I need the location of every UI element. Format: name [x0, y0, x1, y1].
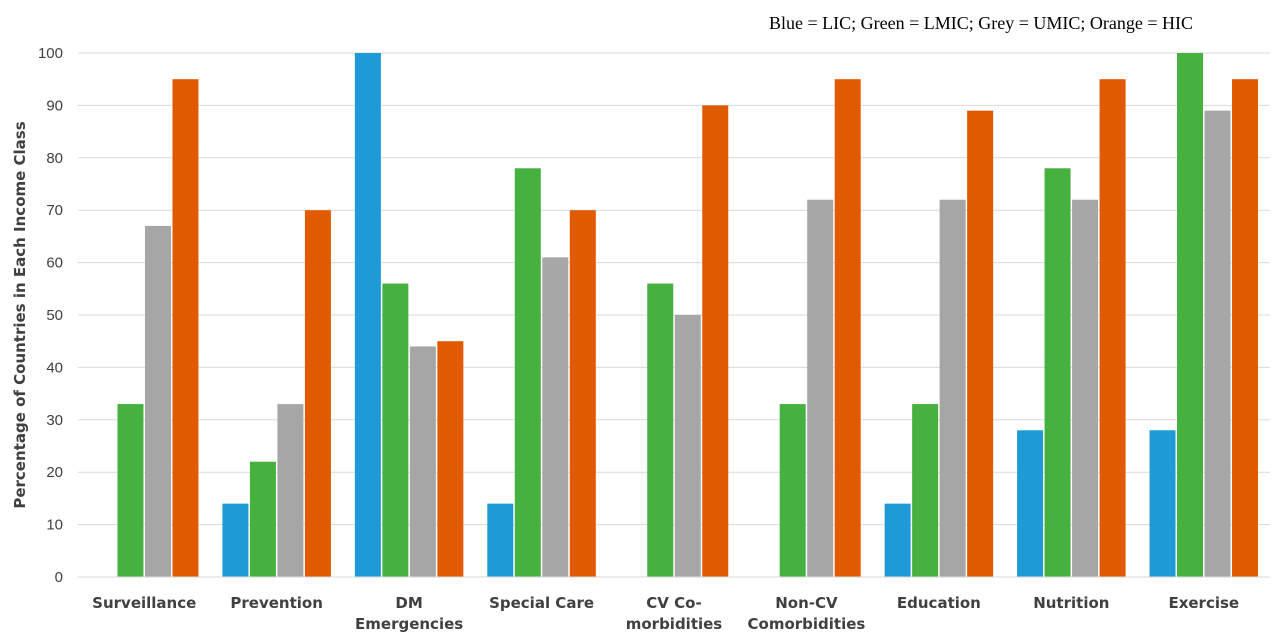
y-tick-label: 40 — [46, 359, 63, 376]
bar — [249, 461, 276, 577]
x-category-label: Education — [897, 594, 981, 612]
bar — [1017, 430, 1044, 577]
bar — [117, 404, 144, 577]
bar — [487, 503, 514, 577]
bar — [1177, 53, 1204, 577]
bar — [382, 283, 409, 577]
category-labels: Surveillance Prevention DM Emergencies Speci… — [92, 594, 1239, 633]
bar — [144, 225, 171, 578]
gridlines — [78, 52, 1270, 526]
bar — [647, 283, 674, 577]
x-category-label: Special Care — [489, 594, 594, 612]
bar — [304, 210, 331, 577]
bar — [1149, 430, 1176, 577]
bar — [939, 199, 966, 577]
bar — [1072, 199, 1099, 577]
y-tick-label: 80 — [46, 150, 63, 167]
x-category-label: Exercise — [1168, 594, 1239, 612]
x-category-label: DM — [395, 594, 422, 612]
legend-annotation: Blue = LIC; Green = LMIC; Grey = UMIC; O… — [769, 13, 1193, 33]
bar — [674, 315, 701, 577]
bar — [354, 53, 381, 577]
y-tick-label: 60 — [46, 255, 63, 272]
y-tick-label: 50 — [46, 307, 63, 324]
bar — [542, 257, 569, 577]
y-tick-label: 0 — [55, 569, 63, 586]
bar — [779, 404, 806, 577]
y-tick-label: 30 — [46, 412, 63, 429]
y-tick-label: 20 — [46, 464, 63, 481]
bar — [1204, 110, 1231, 577]
bar — [569, 210, 596, 577]
y-tick-labels: 0 10 20 30 40 50 60 70 80 90 100 — [38, 45, 63, 586]
bar — [807, 199, 834, 577]
y-tick-label: 90 — [46, 97, 63, 114]
x-category-label: Non-CV — [775, 594, 838, 612]
y-axis-title: Percentage of Countries in Each Income C… — [11, 121, 29, 508]
bar — [967, 110, 994, 577]
bar — [834, 79, 861, 577]
bar — [409, 346, 436, 577]
x-category-label: Surveillance — [92, 594, 196, 612]
x-category-label: morbidities — [626, 615, 723, 633]
bar — [702, 105, 729, 578]
x-category-label: Nutrition — [1033, 594, 1109, 612]
bars — [117, 53, 1259, 578]
bar — [172, 79, 199, 577]
y-tick-label: 10 — [46, 517, 63, 534]
x-category-label: CV Co- — [646, 594, 701, 612]
bar — [1099, 79, 1126, 577]
bar — [884, 503, 911, 577]
bar — [222, 503, 249, 577]
bar — [437, 341, 464, 577]
bar — [1232, 79, 1259, 577]
bar — [514, 168, 541, 577]
y-tick-label: 100 — [38, 45, 63, 62]
bar — [277, 404, 304, 577]
bar — [912, 404, 939, 577]
y-tick-label: 70 — [46, 202, 63, 219]
bar — [1044, 168, 1071, 577]
x-category-label: Prevention — [230, 594, 323, 612]
x-category-label: Emergencies — [355, 615, 463, 633]
x-category-label: Comorbidities — [748, 615, 866, 633]
